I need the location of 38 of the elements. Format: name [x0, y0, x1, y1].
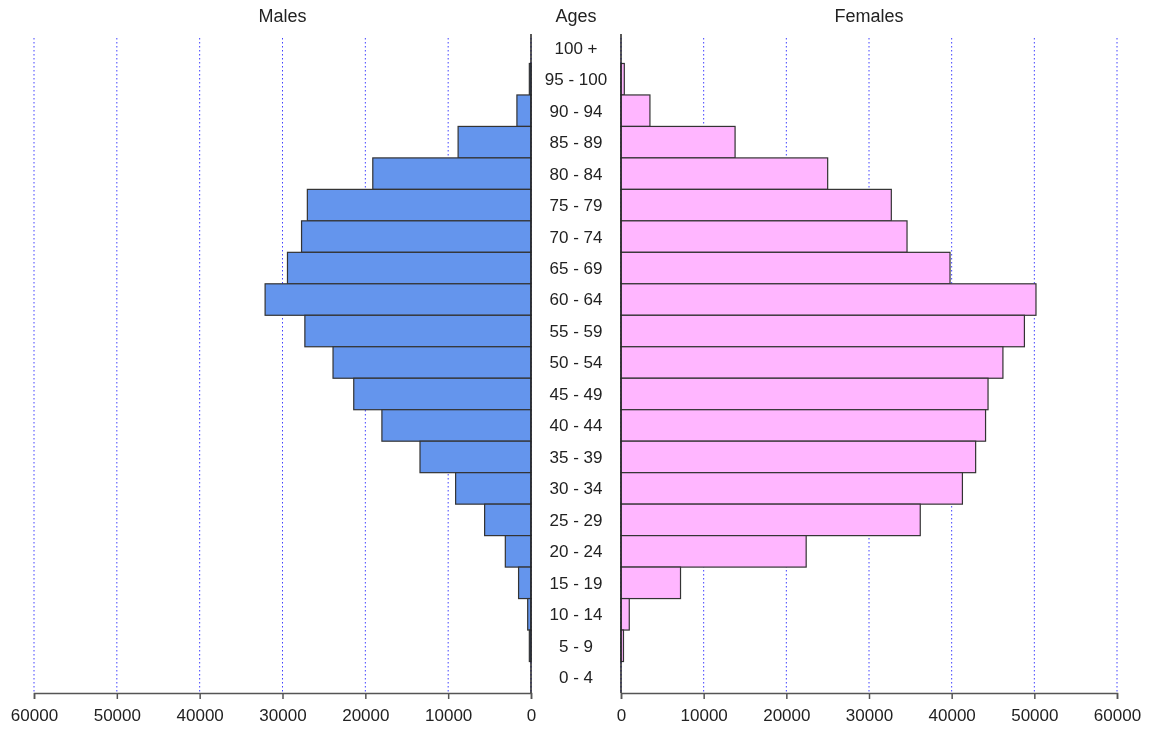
x-tick-label: 60000 — [1093, 705, 1142, 725]
y-axis-title: Ages — [555, 6, 597, 26]
y-tick-label: 20 - 24 — [549, 542, 603, 562]
y-tick-label: 85 - 89 — [549, 133, 603, 153]
x-tick-label: 0 — [526, 705, 537, 725]
y-tick-label: 15 - 19 — [549, 573, 603, 593]
y-tick-label: 60 - 64 — [549, 290, 603, 310]
x-tick-label: 10000 — [680, 705, 728, 725]
y-tick-label: 95 - 100 — [544, 70, 608, 90]
y-tick-label: 70 - 74 — [549, 227, 603, 247]
x-tick-label: 40000 — [176, 705, 224, 725]
x-tick-label: 10000 — [425, 705, 473, 725]
y-tick-label: 50 - 54 — [549, 353, 603, 373]
y-tick-label: 40 - 44 — [549, 416, 603, 436]
x-tick-label: 50000 — [1011, 705, 1059, 725]
y-tick-label: 90 - 94 — [549, 101, 603, 121]
y-tick-label: 80 - 84 — [549, 164, 603, 184]
y-tick-label: 75 - 79 — [549, 196, 603, 216]
y-tick-label: 55 - 59 — [549, 321, 603, 341]
chart-title: Females — [834, 6, 904, 26]
x-tick-label: 30000 — [845, 705, 894, 725]
y-tick-label: 45 - 49 — [549, 384, 603, 404]
x-tick-label: 20000 — [342, 705, 390, 725]
y-tick-label: 10 - 14 — [549, 605, 603, 625]
x-tick-label: 0 — [616, 705, 627, 725]
y-tick-label: 100 + — [554, 38, 598, 58]
chart-title: Males — [258, 6, 307, 26]
y-tick-label: 65 - 69 — [549, 259, 603, 279]
x-tick-label: 20000 — [763, 705, 811, 725]
x-tick-label: 50000 — [93, 705, 141, 725]
y-tick-label: 25 - 29 — [549, 510, 603, 530]
y-tick-label: 30 - 34 — [549, 479, 603, 499]
y-tick-label: 5 - 9 — [558, 636, 594, 656]
x-tick-label: 60000 — [10, 705, 59, 725]
x-tick-label: 30000 — [259, 705, 307, 725]
y-tick-label: 35 - 39 — [549, 447, 603, 467]
x-tick-label: 40000 — [928, 705, 976, 725]
y-tick-label: 0 - 4 — [558, 668, 594, 688]
